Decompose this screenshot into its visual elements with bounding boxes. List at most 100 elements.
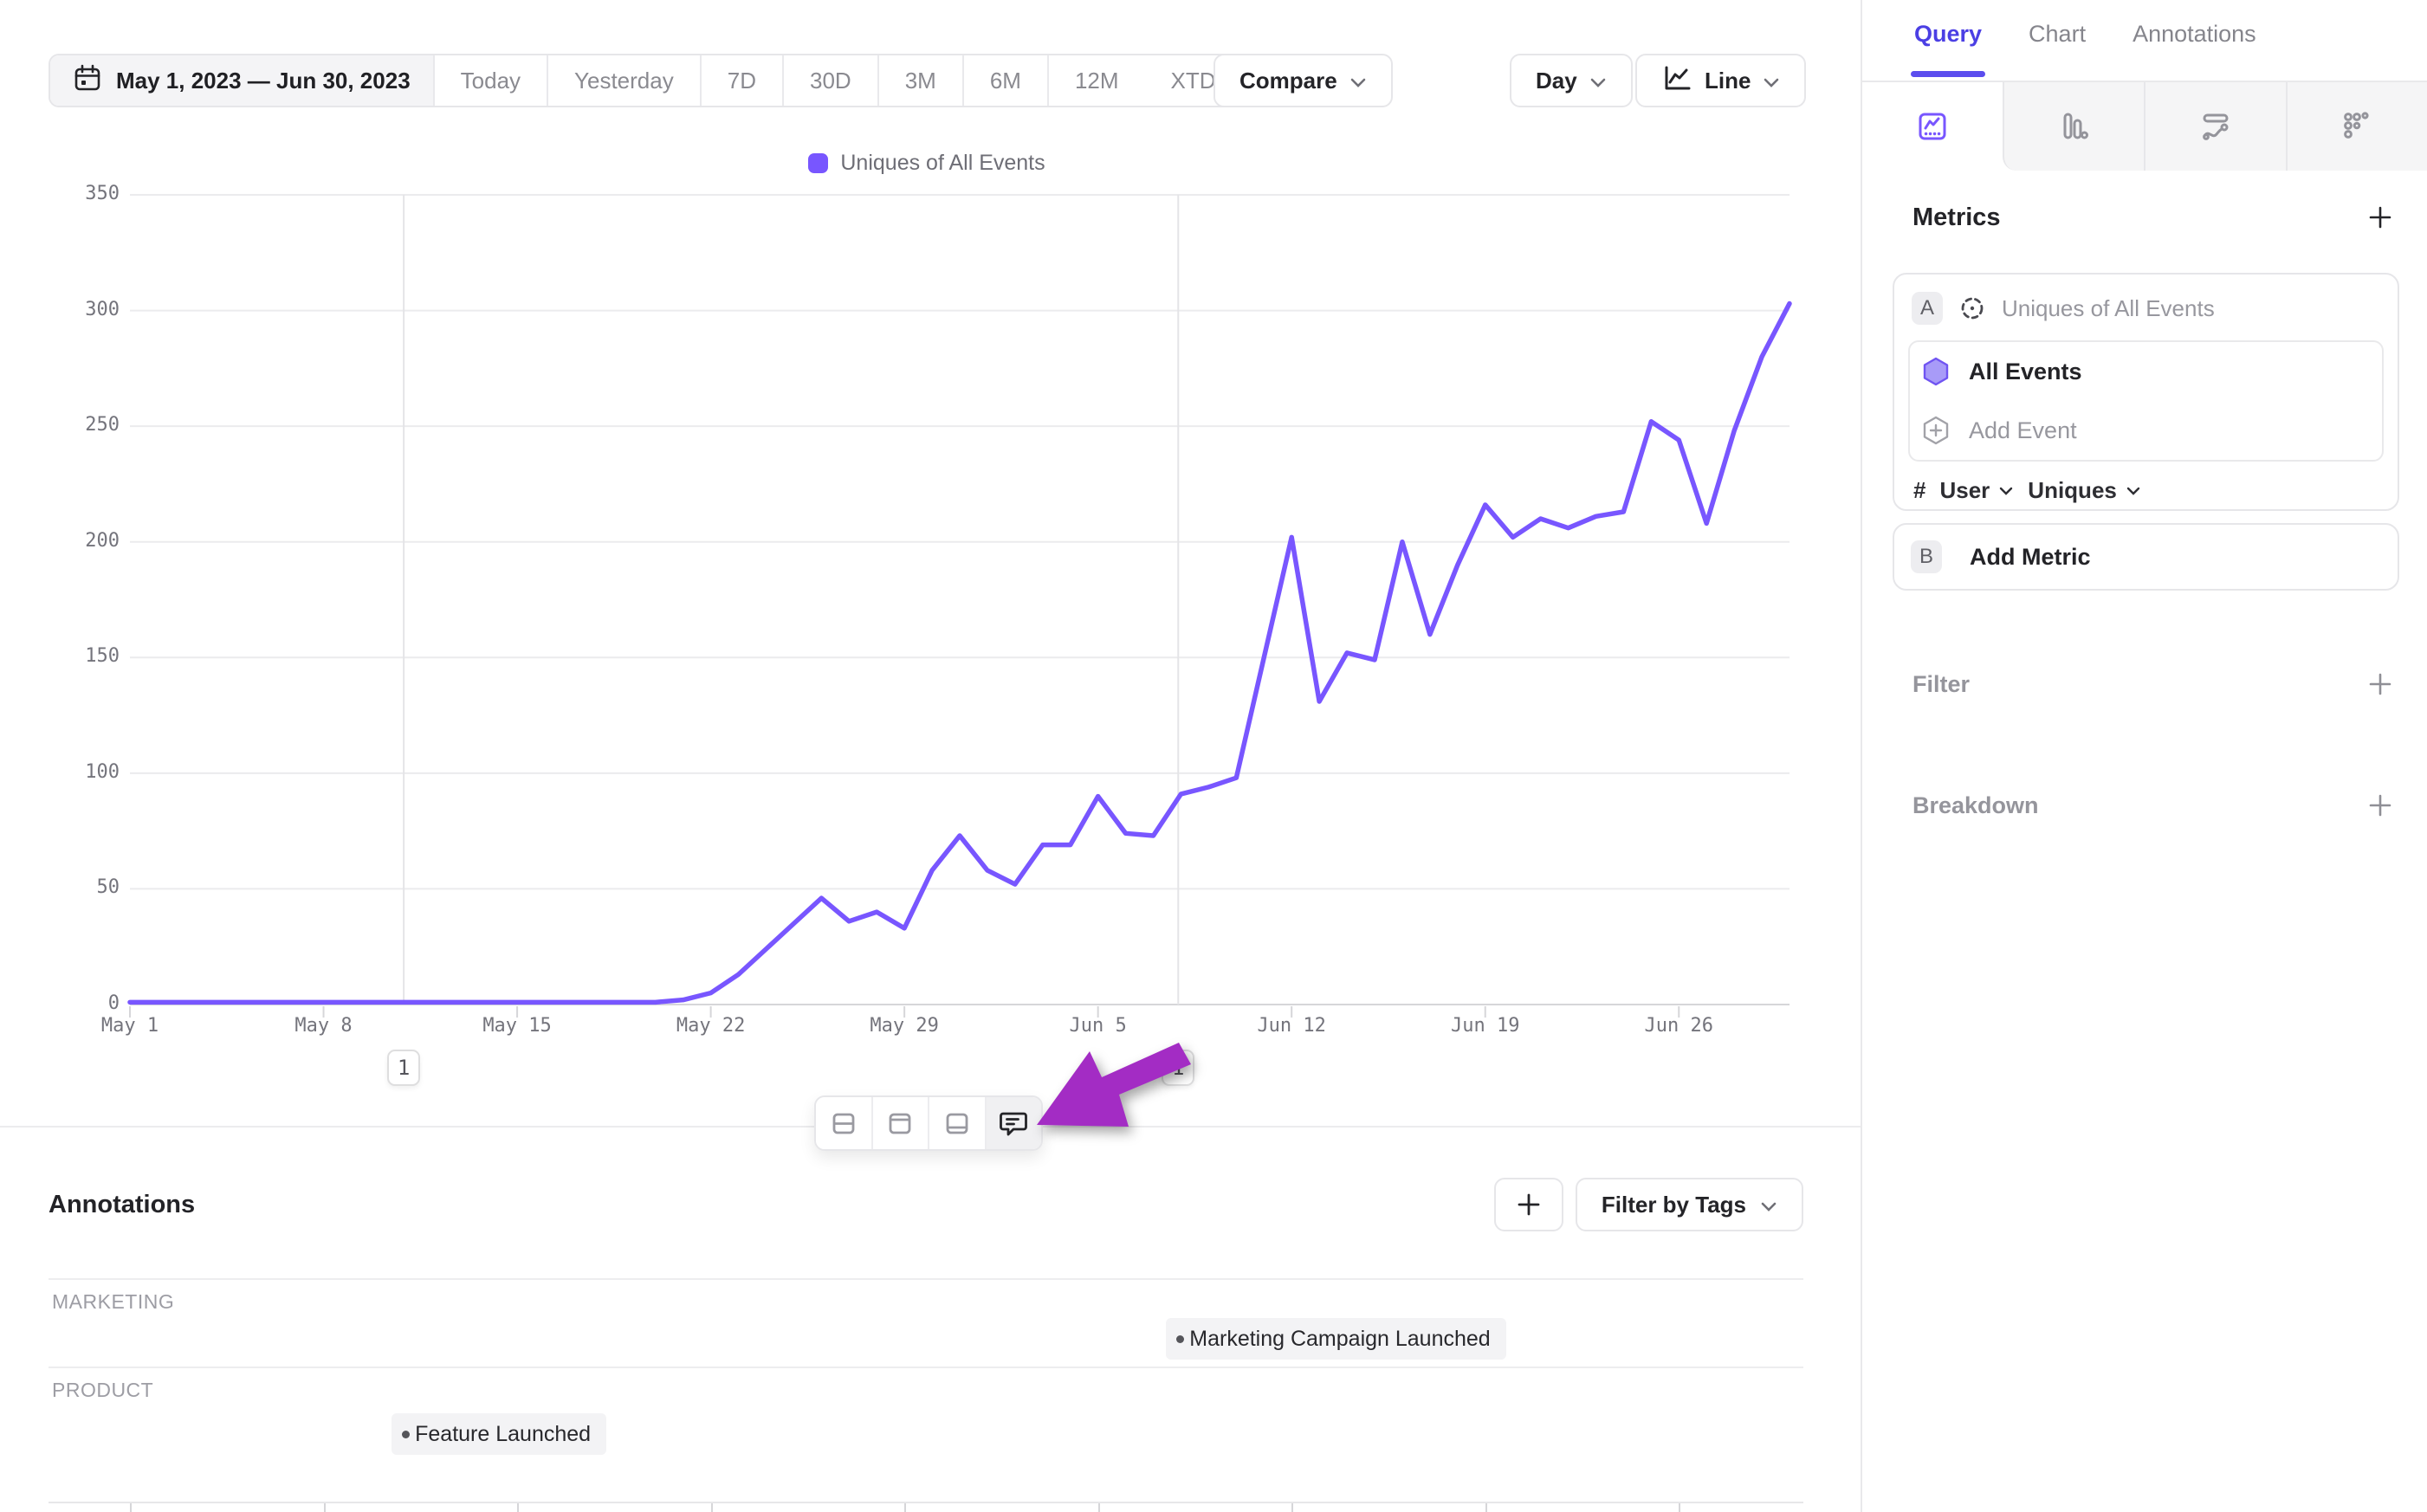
chevron-down-icon xyxy=(1763,68,1780,94)
event-card: All Events Add Event xyxy=(1908,340,2384,462)
timeline-tick xyxy=(517,1503,520,1512)
x-axis-label: May 1 xyxy=(100,1015,159,1037)
compare-button[interactable]: Compare xyxy=(1214,54,1393,107)
calendar-icon xyxy=(73,63,102,99)
chart-type-flow[interactable] xyxy=(2144,82,2286,171)
add-filter-button[interactable] xyxy=(2363,667,2398,701)
chart-type-bar[interactable] xyxy=(2002,82,2144,171)
add-metric-plus-button[interactable] xyxy=(2363,200,2398,235)
add-event-icon xyxy=(1922,416,1950,445)
panel-top-button[interactable] xyxy=(872,1097,929,1149)
date-range-control: May 1, 2023 — Jun 30, 2023 Today Yesterda… xyxy=(49,54,1270,107)
timeline-tick xyxy=(323,1503,326,1512)
filter-by-tags-label: Filter by Tags xyxy=(1601,1191,1746,1218)
tab-chart[interactable]: Chart xyxy=(2029,21,2087,47)
breakdown-section: Breakdown xyxy=(1893,781,2399,830)
x-axis-label: Jun 12 xyxy=(1257,1015,1326,1037)
add-breakdown-button[interactable] xyxy=(2363,788,2398,823)
date-range-button[interactable]: May 1, 2023 — Jun 30, 2023 xyxy=(50,55,435,106)
chart-type-funnel[interactable] xyxy=(2285,82,2427,171)
event-name: All Events xyxy=(1969,358,2082,384)
chart-type-button[interactable]: Line xyxy=(1635,54,1807,107)
metric-letter-badge: A xyxy=(1912,292,1943,325)
chevron-down-icon xyxy=(1349,68,1367,94)
add-annotation-button[interactable] xyxy=(1493,1178,1563,1231)
annotation-row-product: PRODUCT Feature Launched xyxy=(49,1368,1803,1502)
annotation-chip[interactable]: Marketing Campaign Launched xyxy=(1166,1318,1506,1360)
annotation-chip-label: Marketing Campaign Launched xyxy=(1189,1326,1491,1351)
filter-by-tags-button[interactable]: Filter by Tags xyxy=(1575,1178,1803,1231)
y-axis-label: 100 xyxy=(85,760,120,783)
granularity-button[interactable]: Day xyxy=(1510,54,1633,107)
chevron-down-icon xyxy=(1760,1192,1777,1218)
annotation-count-badge[interactable]: 1 xyxy=(387,1050,421,1086)
preset-12m[interactable]: 12M xyxy=(1048,55,1145,106)
line-chart-icon xyxy=(1661,62,1692,100)
add-event-row[interactable]: Add Event xyxy=(1922,401,2382,460)
metric-card-a: A Uniques of All Events xyxy=(1893,273,2399,511)
y-axis-label: 50 xyxy=(96,876,120,899)
agg-type-dropdown[interactable]: Uniques xyxy=(2028,477,2141,504)
annotations-comment-button[interactable] xyxy=(986,1097,1041,1149)
preset-7d[interactable]: 7D xyxy=(701,55,784,106)
annotation-dot-icon xyxy=(402,1430,411,1438)
legend-swatch xyxy=(808,153,829,173)
timeline-tick xyxy=(710,1503,713,1512)
preset-6m[interactable]: 6M xyxy=(963,55,1049,106)
y-axis-label: 350 xyxy=(85,183,120,204)
chart-bottom-toolbar xyxy=(814,1095,1043,1151)
timeline-tick xyxy=(130,1503,132,1512)
chevron-down-icon xyxy=(1589,68,1607,94)
panel-bottom-button[interactable] xyxy=(929,1097,987,1149)
annotations-title: Annotations xyxy=(49,1190,196,1218)
tab-annotations[interactable]: Annotations xyxy=(2133,21,2256,47)
event-row-all-events[interactable]: All Events xyxy=(1922,342,2382,401)
annotation-chip-label: Feature Launched xyxy=(415,1421,592,1446)
y-axis-label: 250 xyxy=(85,414,120,436)
annotation-row-marketing: MARKETING Marketing Campaign Launched xyxy=(49,1278,1803,1368)
y-axis-label: 200 xyxy=(85,529,120,552)
x-axis-label: May 22 xyxy=(676,1015,746,1037)
preset-yesterday[interactable]: Yesterday xyxy=(548,55,702,106)
series-line xyxy=(127,300,1792,1005)
chart-type-label: Line xyxy=(1705,67,1751,94)
agg-prefix: # xyxy=(1913,477,1926,503)
preset-today[interactable]: Today xyxy=(434,55,549,106)
chart-type-switcher xyxy=(1862,82,2427,171)
filter-label: Filter xyxy=(1912,670,1971,697)
preset-3m[interactable]: 3M xyxy=(878,55,964,106)
metric-aggregation-row: # User Uniques xyxy=(1908,477,2384,504)
add-metric-card[interactable]: B Add Metric xyxy=(1893,523,2399,591)
x-axis-label: May 15 xyxy=(482,1015,552,1037)
timeline-tick xyxy=(1485,1503,1487,1512)
date-range-label: May 1, 2023 — Jun 30, 2023 xyxy=(116,67,411,94)
annotation-category-label: PRODUCT xyxy=(52,1379,154,1401)
metric-row[interactable]: A Uniques of All Events xyxy=(1908,290,2384,326)
split-view-button[interactable] xyxy=(816,1097,873,1149)
chart-legend[interactable]: Uniques of All Events xyxy=(0,151,1854,176)
timeline-tick xyxy=(1291,1503,1294,1512)
metrics-header: Metrics xyxy=(1893,200,2399,235)
sidebar-tabs: Query Chart Annotations xyxy=(1862,0,2427,82)
timeline-tick xyxy=(1097,1503,1100,1512)
x-axis-label: May 8 xyxy=(294,1015,353,1037)
add-event-label: Add Event xyxy=(1969,417,2077,443)
chart-type-line[interactable] xyxy=(1862,82,2003,171)
annotation-count-badge[interactable]: 1 xyxy=(1162,1050,1195,1086)
annotation-chip[interactable]: Feature Launched xyxy=(392,1413,607,1455)
annotation-dot-icon xyxy=(1176,1334,1185,1343)
legend-label: Uniques of All Events xyxy=(840,151,1045,175)
annotation-category-label: MARKETING xyxy=(52,1290,175,1313)
agg-entity-dropdown[interactable]: User xyxy=(1939,477,2014,504)
compare-label: Compare xyxy=(1239,67,1337,94)
preset-30d[interactable]: 30D xyxy=(783,55,879,106)
x-axis-label: Jun 19 xyxy=(1450,1015,1520,1037)
tab-query[interactable]: Query xyxy=(1910,21,1986,81)
breakdown-label: Breakdown xyxy=(1912,792,2039,818)
granularity-label: Day xyxy=(1536,67,1577,94)
timeline-tick xyxy=(1679,1503,1681,1512)
metric-scope-icon xyxy=(1957,293,1988,324)
event-hexagon-icon xyxy=(1922,357,1950,386)
metric-letter-badge: B xyxy=(1911,540,1942,573)
